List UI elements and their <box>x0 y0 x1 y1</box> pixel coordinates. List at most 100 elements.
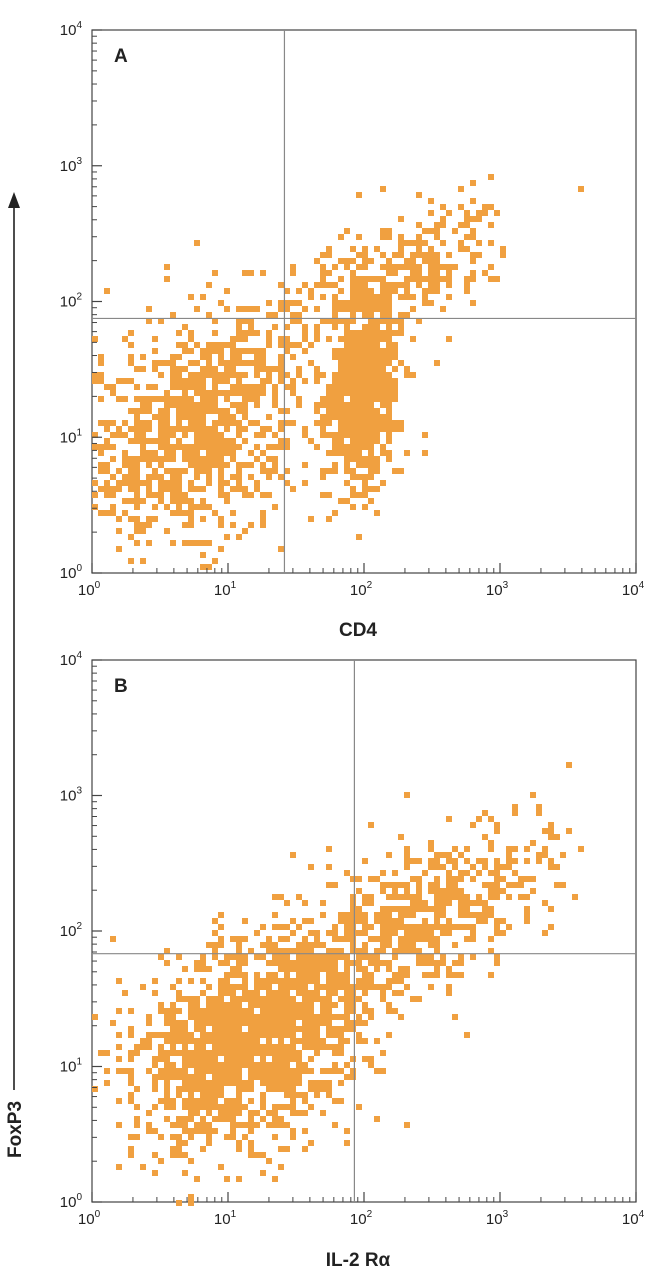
data-point <box>182 1140 188 1146</box>
data-point <box>212 1098 218 1104</box>
data-point <box>164 390 170 396</box>
data-point <box>218 348 224 354</box>
data-point <box>566 762 572 768</box>
data-point <box>260 1170 266 1176</box>
data-point <box>290 1026 296 1032</box>
data-point <box>482 834 488 840</box>
data-point <box>548 858 554 864</box>
data-point <box>200 1014 206 1020</box>
data-point <box>158 1074 164 1080</box>
data-point <box>152 1080 158 1086</box>
data-point <box>152 990 158 996</box>
data-point <box>464 282 470 288</box>
data-point <box>272 948 278 954</box>
data-point <box>398 330 404 336</box>
data-point <box>362 954 368 960</box>
data-point <box>356 252 362 258</box>
data-point <box>134 1134 140 1140</box>
data-point <box>386 1032 392 1038</box>
data-point <box>182 1098 188 1104</box>
data-point <box>332 1122 338 1128</box>
data-point <box>398 360 404 366</box>
data-point <box>218 1086 224 1092</box>
data-point <box>290 300 296 306</box>
data-point <box>326 1044 332 1050</box>
data-point <box>212 1068 218 1074</box>
data-point <box>272 1050 278 1056</box>
data-point <box>170 1008 176 1014</box>
data-point <box>386 348 392 354</box>
data-point <box>212 954 218 960</box>
x-tick-label: 101 <box>214 1209 237 1228</box>
data-point <box>314 954 320 960</box>
data-point <box>344 456 350 462</box>
data-point <box>182 444 188 450</box>
data-point <box>218 978 224 984</box>
data-point <box>194 1026 200 1032</box>
data-point <box>398 294 404 300</box>
data-point <box>404 972 410 978</box>
data-point <box>284 468 290 474</box>
data-point <box>272 1134 278 1140</box>
data-point <box>194 432 200 438</box>
data-point <box>350 930 356 936</box>
data-point <box>248 1140 254 1146</box>
data-point <box>182 1044 188 1050</box>
data-point <box>230 1056 236 1062</box>
data-point <box>194 474 200 480</box>
data-point <box>188 1194 194 1200</box>
data-point <box>332 324 338 330</box>
data-point <box>206 372 212 378</box>
data-point <box>398 882 404 888</box>
data-point <box>392 342 398 348</box>
data-point <box>242 426 248 432</box>
data-point <box>230 1116 236 1122</box>
data-point <box>236 960 242 966</box>
x-tick-label: 101 <box>214 580 237 599</box>
data-point <box>398 906 404 912</box>
data-point <box>380 330 386 336</box>
data-point <box>284 1002 290 1008</box>
data-point <box>236 432 242 438</box>
data-point <box>116 1008 122 1014</box>
data-point <box>230 414 236 420</box>
data-point <box>434 900 440 906</box>
data-point <box>452 228 458 234</box>
data-point <box>320 1044 326 1050</box>
data-point <box>128 456 134 462</box>
data-point <box>338 348 344 354</box>
data-point <box>386 906 392 912</box>
data-point <box>356 360 362 366</box>
data-point <box>170 1104 176 1110</box>
data-point <box>368 312 374 318</box>
data-point <box>320 1080 326 1086</box>
data-point <box>200 354 206 360</box>
data-point <box>512 804 518 810</box>
data-point <box>212 942 218 948</box>
data-point <box>392 384 398 390</box>
data-point <box>134 408 140 414</box>
data-point <box>338 996 344 1002</box>
data-point <box>332 954 338 960</box>
data-point <box>398 216 404 222</box>
data-point <box>218 942 224 948</box>
data-point <box>350 342 356 348</box>
data-point <box>284 1122 290 1128</box>
data-point <box>116 978 122 984</box>
data-point <box>236 444 242 450</box>
data-point <box>200 954 206 960</box>
data-point <box>176 330 182 336</box>
data-point <box>440 216 446 222</box>
data-point <box>206 1086 212 1092</box>
data-point <box>134 1116 140 1122</box>
data-point <box>410 948 416 954</box>
data-point <box>254 984 260 990</box>
data-point <box>188 336 194 342</box>
data-point <box>434 222 440 228</box>
data-point <box>332 1068 338 1074</box>
data-point <box>224 438 230 444</box>
data-point <box>230 966 236 972</box>
data-point <box>176 1140 182 1146</box>
data-point <box>458 906 464 912</box>
data-point <box>206 366 212 372</box>
